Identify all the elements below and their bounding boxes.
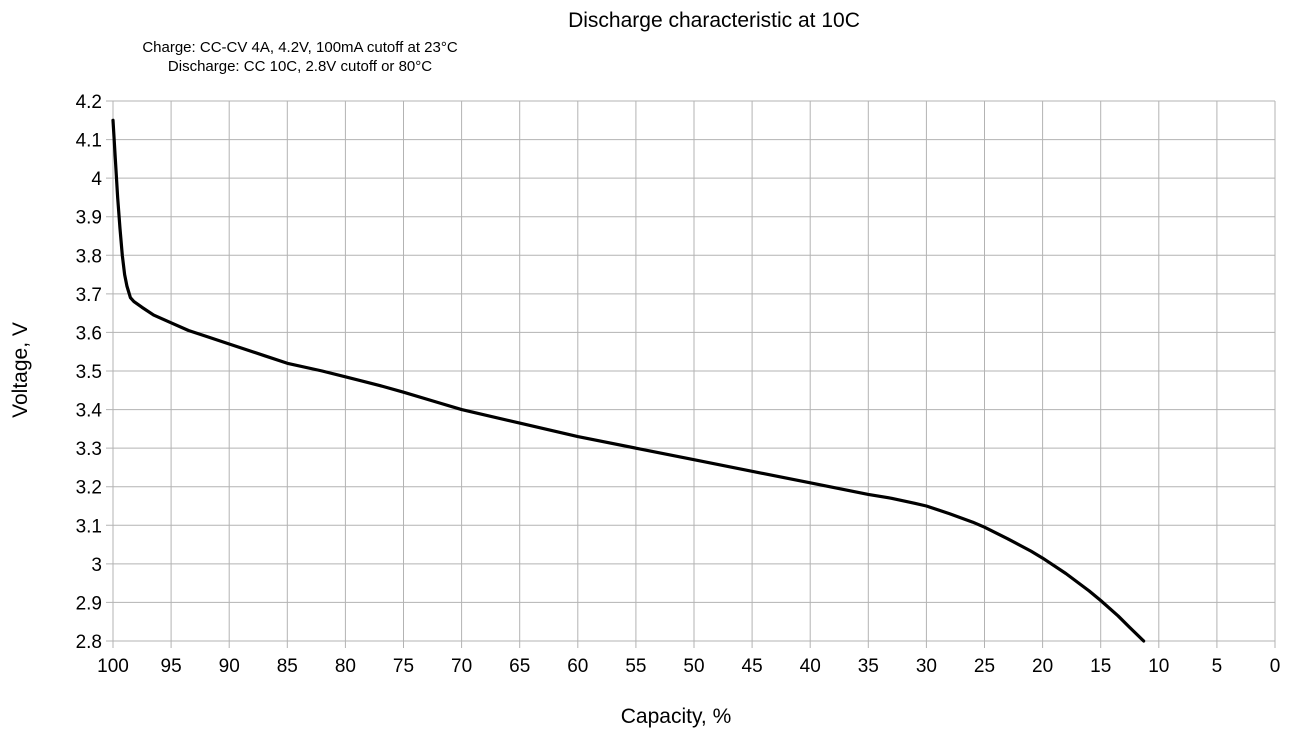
x-tick-label: 30 — [916, 656, 937, 677]
x-tick-label: 15 — [1090, 656, 1111, 677]
y-tick-label: 3 — [91, 555, 102, 576]
x-tick-label: 5 — [1212, 656, 1223, 677]
y-tick-label: 4.1 — [76, 131, 102, 152]
series-line — [111, 118, 1146, 643]
x-tick-label: 50 — [683, 656, 704, 677]
x-tick-label: 40 — [800, 656, 821, 677]
tick-labels: 100 95 90 85 80 75 70 65 60 55 50 45 40 35 30 25 20 15 10 5… — [76, 92, 1281, 677]
x-tick-label: 75 — [393, 656, 414, 677]
x-tick-label: 0 — [1270, 656, 1281, 677]
x-tick-label: 55 — [625, 656, 646, 677]
y-tick-label: 3.6 — [76, 323, 102, 344]
chart-subtitle-line-1: Charge: CC-CV 4A, 4.2V, 100mA cutoff at … — [142, 39, 458, 56]
y-tick-label: 3.5 — [76, 362, 102, 383]
x-tick-label: 45 — [742, 656, 763, 677]
y-tick-label: 3.2 — [76, 478, 102, 499]
x-tick-label: 95 — [161, 656, 182, 677]
x-tick-label: 70 — [451, 656, 472, 677]
x-tick-label: 60 — [567, 656, 588, 677]
chart-title: Discharge characteristic at 10C — [568, 9, 860, 32]
series-layer — [111, 118, 1146, 643]
x-tick-label: 100 — [97, 656, 129, 677]
x-tick-label: 25 — [974, 656, 995, 677]
y-tick-label: 2.9 — [76, 593, 102, 614]
y-tick-label: 2.8 — [76, 632, 102, 653]
grid — [106, 100, 1276, 648]
y-tick-label: 3.9 — [76, 208, 102, 229]
x-axis-label: Capacity, % — [621, 705, 732, 728]
x-tick-label: 85 — [277, 656, 298, 677]
chart-subtitle-line-2: Discharge: CC 10C, 2.8V cutoff or 80°C — [168, 58, 432, 75]
x-tick-label: 90 — [219, 656, 240, 677]
y-tick-label: 3.3 — [76, 439, 102, 460]
y-tick-label: 4.2 — [76, 92, 102, 113]
x-tick-label: 35 — [858, 656, 879, 677]
x-tick-label: 10 — [1148, 656, 1169, 677]
x-tick-label: 20 — [1032, 656, 1053, 677]
y-axis-label: Voltage, V — [9, 322, 32, 418]
x-tick-label: 65 — [509, 656, 530, 677]
y-tick-label: 3.8 — [76, 246, 102, 267]
x-tick-label: 80 — [335, 656, 356, 677]
y-tick-label: 4 — [91, 169, 102, 190]
y-tick-label: 3.1 — [76, 516, 102, 537]
y-tick-label: 3.4 — [76, 401, 103, 422]
y-tick-label: 3.7 — [76, 285, 102, 306]
